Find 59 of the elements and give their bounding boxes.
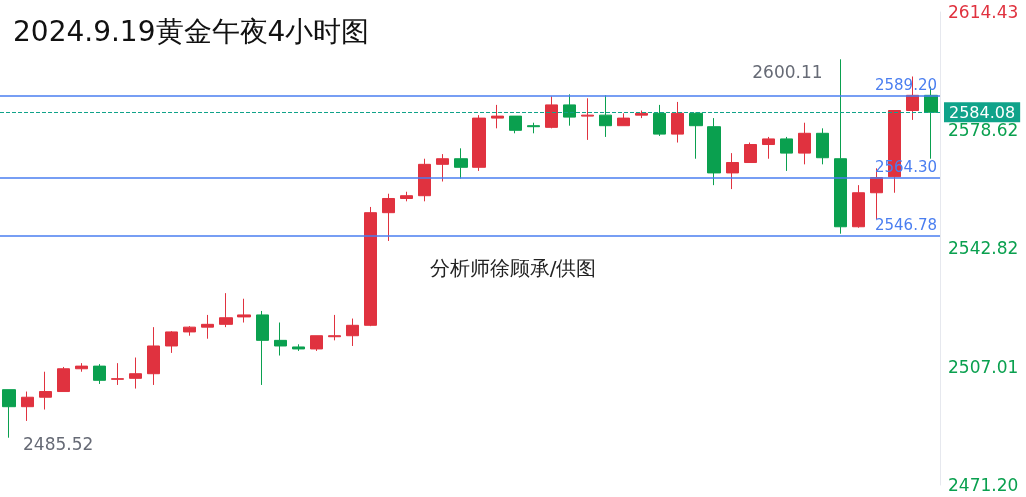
candlestick [671,101,684,144]
candlestick [57,366,70,393]
candlestick [834,58,847,235]
candlestick [400,191,413,202]
candlestick [75,362,88,373]
candlestick [653,104,666,137]
y-tick-label: 2614.43 [948,2,1019,22]
annotation: 2600.11 [752,61,823,82]
candlestick [780,136,793,172]
candlestick [726,152,739,190]
candlestick [852,184,865,229]
candlestick [617,112,630,127]
candlestick [707,117,721,186]
candlestick [418,158,431,202]
ref-line-label: 2546.78 [874,215,937,234]
candlestick [635,110,648,119]
y-tick-label: 2578.62 [948,120,1019,141]
candlestick [454,147,468,180]
candlestick [328,314,341,341]
candlestick [545,95,558,129]
ref-line-label: 2584.08 [949,102,1016,122]
candlestick [563,93,576,127]
candlestick [201,314,214,340]
candlestick [111,362,124,386]
candlestick [816,127,829,165]
candlestick [219,292,233,328]
candlestick [762,136,775,160]
candlestick [147,326,160,386]
candlestick [346,318,359,347]
candlestick [509,115,522,134]
candlestick [21,391,34,422]
candlestick [292,343,305,352]
candlestick [183,325,196,337]
candlestick [256,310,269,386]
candlestick [689,111,703,160]
candlestick [491,104,504,129]
annotation: 2485.52 [23,434,94,455]
candlestick [129,357,142,390]
chart-title: 2024.9.19黄金午夜4小时图 [13,14,370,48]
candlestick [527,122,540,134]
candlestick [364,206,377,327]
candlestick [382,193,395,242]
candlestick [436,153,449,183]
candlestick [599,94,612,138]
y-tick-label: 2507.01 [948,356,1019,377]
y-tick-label: 2471.20 [948,475,1019,495]
candlestick [39,371,52,411]
candlestick [472,114,486,172]
candlestick [798,122,811,165]
candlestick [2,389,16,439]
y-tick-label: 2542.82 [948,238,1019,259]
candlestick [744,142,757,164]
candlestick [237,298,251,324]
candlestick [93,363,106,385]
candlestick [165,330,178,354]
candlestick [274,322,287,357]
candlestick [310,335,323,352]
candlestick [581,97,594,141]
annotation: 分析师徐顾承/供图 [429,256,597,280]
